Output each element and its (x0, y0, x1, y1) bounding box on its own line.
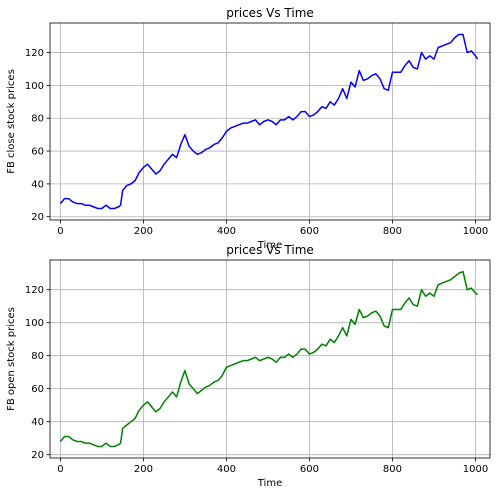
y-tick-label: 80 (31, 114, 44, 125)
x-tick-label: 0 (57, 464, 63, 475)
x-tick-label: 600 (300, 226, 319, 237)
chart-1: 0 200 400 600 800 1000 20 40 60 80 100 120 prices Vs… (6, 6, 491, 251)
y-tick-label: 20 (31, 450, 44, 461)
x-tick-label: 1000 (463, 226, 488, 237)
x-tick-label: 0 (57, 226, 63, 237)
chart-title: prices Vs Time (226, 6, 314, 20)
y-tick-label: 60 (31, 147, 44, 158)
y-tick-label: 100 (25, 81, 44, 92)
x-tick-label: 400 (217, 464, 236, 475)
x-tick-label: 1000 (463, 464, 488, 475)
y-tick-label: 40 (31, 417, 44, 428)
axes-frame (49, 259, 491, 459)
y-tick-label: 120 (25, 285, 44, 296)
y-tick-label: 80 (31, 351, 44, 362)
x-tick-label: 400 (217, 226, 236, 237)
axes-frame (49, 22, 491, 221)
y-tick-label: 40 (31, 179, 44, 190)
y-axis-label: FB close stock prices (6, 69, 17, 174)
chart-title: prices Vs Time (226, 243, 314, 257)
y-tick-label: 120 (25, 48, 44, 59)
y-tick-label: 60 (31, 384, 44, 395)
x-axis-label: Time (257, 240, 282, 251)
chart-2: 0 200 400 600 800 1000 20 40 60 80 100 120 prices Vs… (6, 243, 491, 489)
x-tick-label: 800 (383, 464, 402, 475)
y-tick-label: 20 (31, 212, 44, 223)
series-line (59, 270, 479, 448)
y-tick-label: 100 (25, 318, 44, 329)
series-line (59, 33, 479, 210)
x-tick-label: 200 (134, 226, 153, 237)
x-tick-label: 600 (300, 464, 319, 475)
x-tick-label: 200 (134, 464, 153, 475)
x-tick-label: 800 (383, 226, 402, 237)
y-axis-label: FB open stock prices (6, 307, 17, 411)
x-axis-label: Time (257, 478, 282, 489)
